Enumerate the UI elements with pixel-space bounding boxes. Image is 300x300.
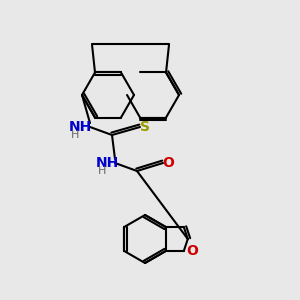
- Text: H: H: [98, 166, 106, 176]
- Text: NH: NH: [95, 156, 119, 170]
- Text: NH: NH: [68, 120, 92, 134]
- Text: S: S: [140, 120, 150, 134]
- Text: O: O: [186, 244, 198, 258]
- Text: H: H: [71, 130, 79, 140]
- Text: O: O: [162, 156, 174, 170]
